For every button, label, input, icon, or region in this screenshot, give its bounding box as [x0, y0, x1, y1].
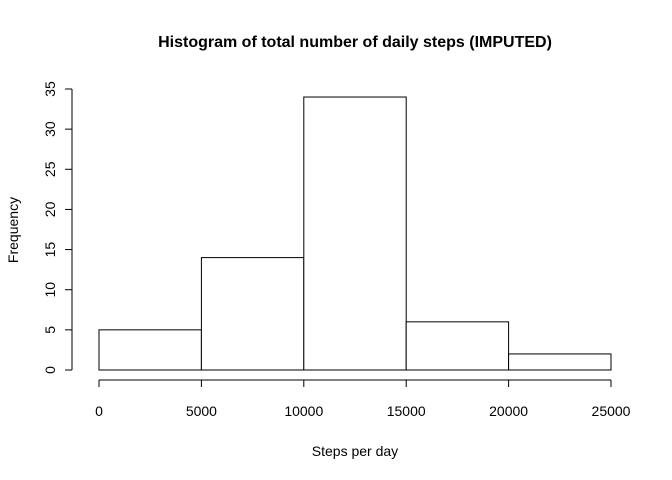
y-tick-label-4: 20 [42, 201, 58, 217]
x-tick-label-0: 0 [95, 403, 103, 419]
y-axis: 0 5 10 15 20 25 30 35 [42, 81, 73, 374]
x-tick-label-5: 25000 [592, 403, 631, 419]
x-tick-label-1: 5000 [186, 403, 217, 419]
y-tick-label-1: 5 [42, 326, 58, 334]
x-tick-label-2: 10000 [284, 403, 323, 419]
y-tick-label-2: 10 [42, 282, 58, 298]
y-tick-label-3: 15 [42, 242, 58, 258]
x-tick-label-3: 15000 [387, 403, 426, 419]
y-tick-label-5: 25 [42, 161, 58, 177]
histogram-bar-1 [200, 257, 305, 371]
histogram-bar-3 [405, 321, 510, 371]
histogram-bar-0 [98, 329, 202, 371]
y-axis-label: Frequency [5, 197, 21, 263]
y-tick-label-6: 30 [42, 121, 58, 137]
x-axis: 0 5000 10000 15000 20000 25000 [95, 379, 631, 419]
x-tick-label-4: 20000 [489, 403, 528, 419]
y-tick-label-7: 35 [42, 81, 58, 97]
histogram-bar-4 [508, 353, 612, 371]
bars-group [98, 96, 612, 371]
x-axis-label: Steps per day [312, 443, 398, 459]
chart-title: Histogram of total number of daily steps… [158, 34, 552, 51]
histogram-bar-2 [303, 96, 407, 371]
y-tick-label-0: 0 [42, 366, 58, 374]
